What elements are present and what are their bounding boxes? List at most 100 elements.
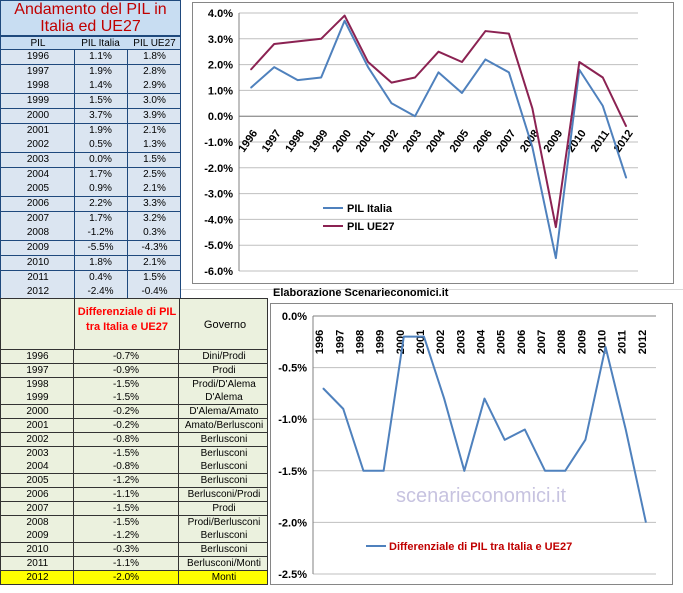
table2-cell: 2000 xyxy=(2,405,74,420)
table1-cell: 2.1% xyxy=(143,256,166,268)
table2-cell: Berlusconi/Monti xyxy=(187,558,261,569)
table2-cell: 2005 xyxy=(2,474,74,489)
data-point xyxy=(414,115,416,117)
x-tick-label: 2003 xyxy=(455,330,467,354)
x-tick-label: 2009 xyxy=(541,128,565,155)
table2-row: 2005 -1.2% Berlusconi xyxy=(0,474,268,489)
data-point xyxy=(273,66,275,68)
data-point xyxy=(391,82,393,84)
table2-cell: 1999 xyxy=(2,391,74,406)
data-point xyxy=(423,336,425,338)
y-tick-label: -6.0% xyxy=(204,266,233,278)
table1-cell: 2002 xyxy=(2,138,75,154)
table2-cell: -0.9% xyxy=(74,363,179,378)
y-tick-label: 1.0% xyxy=(208,85,233,97)
table1-row: 2002 0.5% 1.3% xyxy=(0,138,181,154)
table2-cell: 1998 xyxy=(2,377,74,392)
table1-cell: 3.7% xyxy=(74,108,128,124)
table1-title: Andamento del PIL in Italia ed UE27 xyxy=(0,0,181,36)
table1-cell: 2001 xyxy=(2,123,75,139)
sheet-gridline xyxy=(0,289,683,290)
table1-cell: 0.4% xyxy=(74,270,128,286)
table2-cell: 2006 xyxy=(2,488,74,502)
x-tick-label: 2006 xyxy=(516,330,528,354)
table2-row: 2007 -1.5% Prodi xyxy=(0,501,268,516)
table2-row: 2002 -0.8% Berlusconi xyxy=(0,432,268,447)
y-tick-label: -1.0% xyxy=(204,137,233,149)
y-tick-label: 3.0% xyxy=(208,34,233,46)
x-tick-label: 1996 xyxy=(314,330,326,354)
x-tick-label: 2008 xyxy=(556,330,568,354)
data-point xyxy=(555,257,557,259)
chart-differenziale[interactable]: 0.0% -0.5% -1.0% -1.5% -2.0% -2.5% 1996 1997 199… xyxy=(270,303,673,585)
table2-row: 1999 -1.5% D'Alema xyxy=(0,391,268,406)
y-tick-label: -4.0% xyxy=(204,214,233,226)
x-tick-label: 2012 xyxy=(612,128,636,155)
y-tick-label: -2.5% xyxy=(278,569,307,581)
table2-row: 2011 -1.1% Berlusconi/Monti xyxy=(0,557,268,571)
table2-cell: -0.8% xyxy=(74,460,179,475)
x-tick-label: 2011 xyxy=(589,128,613,154)
table1-cell: 2.5% xyxy=(143,168,166,180)
x-tick-label: 2005 xyxy=(448,128,472,155)
table1-cell: 1996 xyxy=(2,50,75,65)
data-point xyxy=(531,146,533,148)
table1-cell: 2007 xyxy=(2,211,75,227)
x-tick-label: 2006 xyxy=(471,128,495,155)
table1-cell: 2011 xyxy=(2,270,75,286)
data-point xyxy=(438,71,439,73)
x-tick-label: 2007 xyxy=(536,330,548,354)
x-tick-label: 1997 xyxy=(260,128,284,155)
y-tick-label: 0.0% xyxy=(282,311,307,323)
data-point xyxy=(344,20,346,22)
x-tick-label: 1999 xyxy=(375,330,387,354)
table1-cell: -2.4% xyxy=(74,285,128,301)
table1-row: 2001 1.9% 2.1% xyxy=(0,123,181,139)
x-tick-label: 2012 xyxy=(637,330,649,354)
table1-cell: 1.4% xyxy=(74,79,128,95)
chart2-svg: 0.0% -0.5% -1.0% -1.5% -2.0% -2.5% 1996 1997 199… xyxy=(278,311,656,581)
table2-cell: Berlusconi xyxy=(200,475,248,487)
data-point xyxy=(508,71,510,73)
table1-cell: 3.2% xyxy=(143,212,166,224)
table1-cell: 1.1% xyxy=(74,50,128,65)
data-point xyxy=(564,470,566,472)
table1-row: 2008 -1.2% 0.3% xyxy=(0,226,181,242)
x-tick-label: 1999 xyxy=(307,128,331,155)
table2-row: 2012 -2.0% Monti xyxy=(0,570,268,585)
table2-cell: 1997 xyxy=(2,363,74,378)
table2-cell: Berlusconi xyxy=(200,461,248,473)
table1-cell: 1999 xyxy=(2,94,75,110)
chart-pil-italia-ue27[interactable]: 4.0% 3.0% 2.0% 1.0% 0.0% -1.0% -2.0% -3.0% -4.0%… xyxy=(192,2,674,284)
table2-cell: 2012 xyxy=(2,570,74,585)
table2-cell: 1996 xyxy=(2,350,74,364)
legend-label: PIL Italia xyxy=(347,203,393,215)
table2-cell: -1.2% xyxy=(74,529,179,544)
y-tick-label: -3.0% xyxy=(204,189,233,201)
x-tick-label: 2011 xyxy=(617,330,629,354)
data-point xyxy=(250,69,252,71)
table2-header-diff: Differenziale di PIL tra Italia e UE27 xyxy=(77,306,177,333)
table1-cell: 1998 xyxy=(2,79,75,95)
table1-cell: -4.3% xyxy=(141,242,168,254)
table1-row: 1999 1.5% 3.0% xyxy=(0,94,181,110)
table2-cell: -0.2% xyxy=(74,405,179,420)
table1-cell: 1.5% xyxy=(143,153,166,165)
table2-cell: 2001 xyxy=(2,419,74,433)
data-point xyxy=(443,398,445,400)
table2-cell: -1.5% xyxy=(74,391,179,406)
x-tick-label: 2007 xyxy=(495,128,519,155)
table1-row: 2004 1.7% 2.5% xyxy=(0,167,181,183)
table1-row: 1996 1.1% 1.8% xyxy=(0,50,181,65)
table1-cell: -1.2% xyxy=(74,226,128,242)
data-point xyxy=(273,43,275,45)
table2-cell: 2002 xyxy=(2,432,74,447)
y-tick-label: -2.0% xyxy=(204,163,233,175)
data-point xyxy=(367,61,369,63)
data-point xyxy=(320,38,322,40)
data-point xyxy=(367,66,369,68)
table1-cell: 2000 xyxy=(2,108,75,124)
table1-cell: 0.0% xyxy=(74,152,128,168)
y-tick-label: 0.0% xyxy=(208,111,233,123)
chart1-svg: 4.0% 3.0% 2.0% 1.0% 0.0% -1.0% -2.0% -3.0% -4.0%… xyxy=(204,8,638,278)
